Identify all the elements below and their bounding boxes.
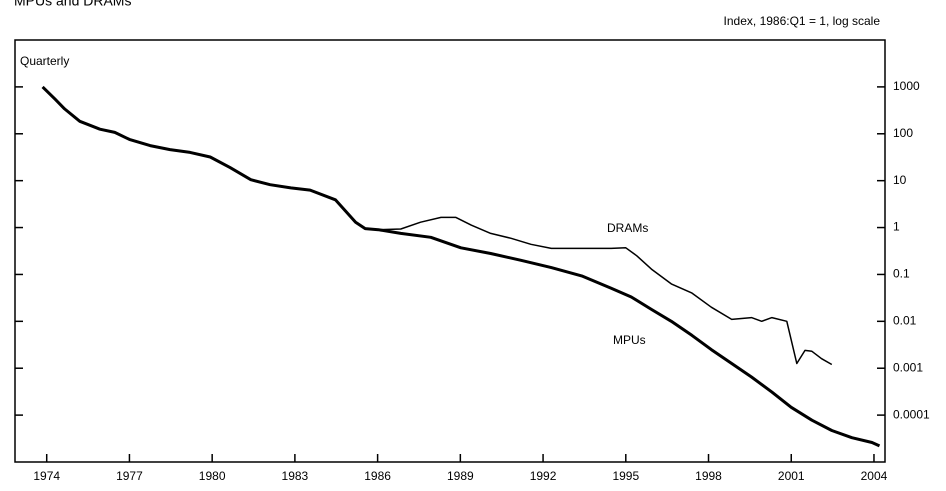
y-tick-label: 1000 xyxy=(893,79,920,93)
x-tick-label: 1998 xyxy=(695,469,722,483)
x-tick-label: 2001 xyxy=(778,469,805,483)
plot-frame xyxy=(14,39,886,463)
y-tick-label: 0.1 xyxy=(893,267,910,281)
x-tick-label: 1974 xyxy=(33,469,60,483)
y-tick-label: 0.001 xyxy=(893,360,923,374)
y-tick-label: 1 xyxy=(893,220,900,234)
y-axis-label: Index, 1986:Q1 = 1, log scale xyxy=(724,14,881,28)
x-tick-label: 2004 xyxy=(861,469,888,483)
x-tick-label: 1992 xyxy=(530,469,557,483)
x-tick-label: 1989 xyxy=(447,469,474,483)
chart-title: MPUs and DRAMs xyxy=(14,0,131,9)
series-line xyxy=(41,85,881,448)
y-tick-label: 0.0001 xyxy=(893,407,930,421)
x-tick-label: 1980 xyxy=(199,469,226,483)
y-tick-label: 10 xyxy=(893,173,907,187)
series-line xyxy=(378,216,833,366)
frequency-note: Quarterly xyxy=(20,54,69,68)
x-tick-label: 1983 xyxy=(282,469,309,483)
x-tick-label: 1986 xyxy=(364,469,391,483)
series-label: MPUs xyxy=(613,333,646,347)
x-tick-label: 1977 xyxy=(116,469,143,483)
x-tick-label: 1995 xyxy=(612,469,639,483)
y-tick-label: 100 xyxy=(893,126,913,140)
series-label: DRAMs xyxy=(607,221,648,235)
y-tick-label: 0.01 xyxy=(893,314,917,328)
